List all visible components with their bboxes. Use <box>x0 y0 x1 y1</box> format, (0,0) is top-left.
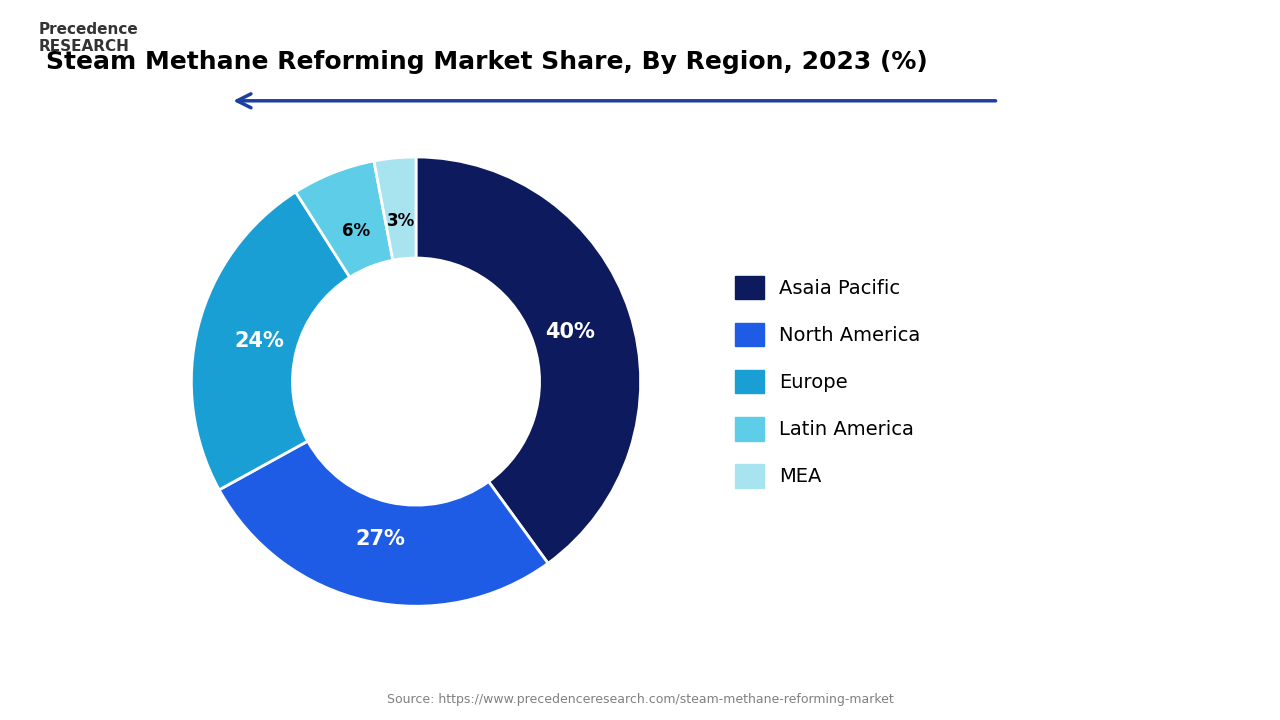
Text: Source: https://www.precedenceresearch.com/steam-methane-reforming-market: Source: https://www.precedenceresearch.c… <box>387 693 893 706</box>
Text: 24%: 24% <box>234 331 284 351</box>
Text: 3%: 3% <box>387 212 415 230</box>
Text: 6%: 6% <box>342 222 370 240</box>
Legend: Asaia Pacific, North America, Europe, Latin America, MEA: Asaia Pacific, North America, Europe, La… <box>735 276 920 487</box>
Wedge shape <box>192 192 349 490</box>
Wedge shape <box>416 157 640 563</box>
Text: Steam Methane Reforming Market Share, By Region, 2023 (%): Steam Methane Reforming Market Share, By… <box>46 50 927 74</box>
Wedge shape <box>296 161 393 277</box>
Text: 40%: 40% <box>545 322 595 341</box>
Text: 27%: 27% <box>356 529 406 549</box>
Wedge shape <box>374 157 416 260</box>
Text: Precedence
RESEARCH: Precedence RESEARCH <box>38 22 138 54</box>
Wedge shape <box>219 441 548 606</box>
